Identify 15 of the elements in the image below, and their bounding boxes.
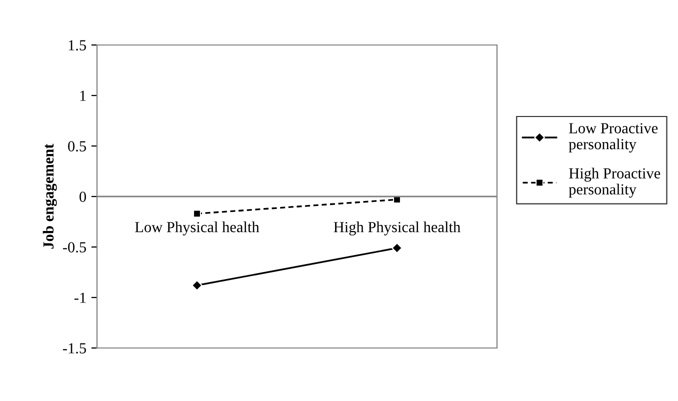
y-tick-label: 1.5 — [68, 40, 86, 51]
point — [392, 242, 402, 254]
y-tick-label: 0.5 — [68, 141, 86, 152]
y-tick-label: -0.5 — [62, 242, 86, 253]
point — [192, 280, 202, 291]
legend-label: Low Proactive personality — [568, 123, 658, 152]
y-tick-label: 0 — [80, 192, 86, 202]
point — [193, 210, 201, 218]
y-tick-label: -1 — [74, 292, 86, 303]
y-tick-label: -1.5 — [62, 343, 86, 354]
legend-label: High Proactive personality — [568, 168, 660, 198]
x-tick-label: Low Physical health — [135, 222, 260, 236]
y-tick-label: 1 — [80, 90, 86, 101]
x-tick-label: High Physical health — [334, 222, 460, 236]
y-axis-title: Job engagement — [42, 144, 57, 249]
